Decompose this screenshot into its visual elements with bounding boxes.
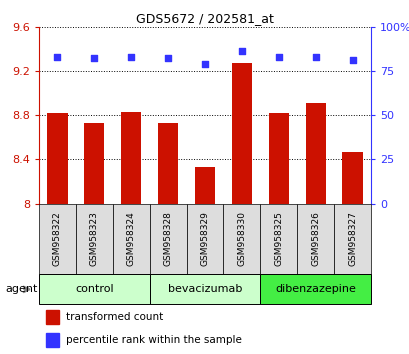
Point: [312, 54, 318, 59]
Bar: [47, 113, 67, 204]
Bar: [112, 204, 149, 274]
Bar: [45, 310, 59, 324]
Text: transformed count: transformed count: [65, 312, 162, 322]
Text: GSM958329: GSM958329: [200, 211, 209, 267]
Title: GDS5672 / 202581_at: GDS5672 / 202581_at: [136, 12, 273, 25]
Bar: [333, 204, 370, 274]
Point: [164, 56, 171, 61]
Bar: [149, 274, 260, 304]
Text: bevacizumab: bevacizumab: [167, 284, 242, 295]
Bar: [149, 204, 186, 274]
Text: control: control: [75, 284, 113, 295]
Point: [54, 54, 61, 59]
Text: GSM958322: GSM958322: [53, 212, 62, 266]
Point: [348, 57, 355, 63]
Bar: [186, 204, 223, 274]
Text: GSM958328: GSM958328: [163, 211, 172, 267]
Text: agent: agent: [6, 284, 38, 295]
Text: GSM958326: GSM958326: [310, 211, 319, 267]
Bar: [121, 112, 141, 204]
Bar: [223, 204, 260, 274]
Point: [91, 56, 97, 61]
Bar: [260, 204, 297, 274]
Bar: [297, 204, 333, 274]
Bar: [194, 167, 215, 204]
Point: [275, 54, 281, 59]
Bar: [231, 63, 252, 204]
Bar: [76, 204, 112, 274]
Text: GSM958323: GSM958323: [90, 211, 99, 267]
Text: percentile rank within the sample: percentile rank within the sample: [65, 335, 241, 345]
Point: [128, 54, 134, 59]
Text: dibenzazepine: dibenzazepine: [274, 284, 355, 295]
Bar: [260, 274, 370, 304]
Bar: [39, 274, 149, 304]
Point: [238, 48, 245, 54]
Bar: [305, 103, 325, 204]
Bar: [342, 152, 362, 204]
Bar: [268, 113, 288, 204]
Bar: [84, 123, 104, 204]
Bar: [39, 204, 76, 274]
Text: GSM958330: GSM958330: [237, 211, 246, 267]
Bar: [157, 123, 178, 204]
Point: [201, 61, 208, 67]
Text: GSM958325: GSM958325: [274, 211, 283, 267]
Text: GSM958324: GSM958324: [126, 212, 135, 266]
Bar: [45, 333, 59, 347]
Text: GSM958327: GSM958327: [347, 211, 356, 267]
